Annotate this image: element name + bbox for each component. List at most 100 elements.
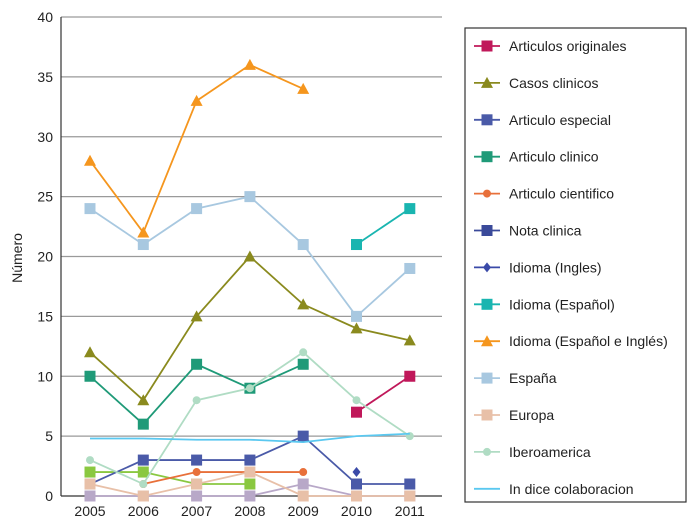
data-point <box>190 310 203 322</box>
y-tick-label: 20 <box>37 249 53 265</box>
legend-item-nota-clinica: Nota clinica <box>474 223 582 239</box>
legend-item-in-dice-colaboracion: In dice colaboracion <box>474 481 634 497</box>
data-point <box>351 239 362 251</box>
series-line <box>355 375 411 413</box>
legend-swatch-marker <box>481 76 493 88</box>
data-point <box>244 454 256 466</box>
y-tick-label: 0 <box>45 488 53 504</box>
y-tick-label: 40 <box>37 9 53 25</box>
legend-item-idioma-ingles: Idioma (Ingles) <box>474 259 602 275</box>
y-tick-label: 5 <box>45 428 53 444</box>
legend-swatch-marker <box>483 189 491 198</box>
x-tick-label: 2008 <box>234 503 265 519</box>
data-point <box>297 490 309 502</box>
series-idioma-espanol-e-ingles <box>84 58 310 238</box>
series-in-dice-colaboracion <box>90 432 410 444</box>
data-point <box>244 478 256 490</box>
y-tick-label: 35 <box>37 69 53 85</box>
data-point <box>352 467 361 478</box>
legend-swatch-marker <box>481 114 493 126</box>
legend-label: Idioma (Ingles) <box>509 259 602 275</box>
data-point <box>297 82 310 94</box>
data-point <box>244 466 256 478</box>
data-point <box>191 490 203 502</box>
data-point <box>244 490 256 502</box>
legend-label: Casos clinicos <box>509 75 598 91</box>
legend-swatch-marker <box>481 335 493 347</box>
legend-swatch-marker <box>483 447 491 456</box>
legend-swatch-marker <box>481 372 493 384</box>
data-point <box>404 370 416 382</box>
data-point <box>137 418 149 430</box>
y-tick-label: 25 <box>37 189 53 205</box>
x-tick-label: 2011 <box>395 503 425 519</box>
x-tick-label: 2009 <box>288 503 319 519</box>
data-point <box>299 348 308 357</box>
series-line <box>143 471 304 485</box>
series-line <box>90 432 410 444</box>
data-point <box>297 298 310 310</box>
data-point <box>297 478 309 490</box>
legend-item-articulos-originales: Articulos originales <box>474 38 627 54</box>
series-articulo-clinico <box>84 358 309 430</box>
data-point <box>137 239 149 251</box>
y-tick-label: 10 <box>37 368 53 384</box>
data-point <box>404 490 416 502</box>
data-point <box>243 250 256 262</box>
data-point <box>84 466 96 478</box>
legend-swatch-marker <box>483 262 491 273</box>
y-tick-label: 30 <box>37 129 53 145</box>
legend-item-casos-clinicos: Casos clinicos <box>474 75 598 91</box>
y-axis-label: Número <box>9 233 25 283</box>
data-point <box>84 478 96 490</box>
y-tick-label: 15 <box>37 308 53 324</box>
legend-item-articulo-especial: Articulo especial <box>474 112 611 128</box>
data-point <box>86 456 94 465</box>
data-point <box>84 490 96 502</box>
legend-label: Articulos originales <box>509 38 627 54</box>
legend-swatch-marker <box>481 40 493 52</box>
data-point <box>404 203 416 215</box>
data-point <box>84 154 96 166</box>
data-point <box>403 334 416 346</box>
data-point <box>137 490 149 502</box>
data-point <box>139 480 148 489</box>
legend-item-espana: España <box>474 370 557 386</box>
legend-swatch-marker <box>481 409 493 421</box>
legend-label: Articulo especial <box>509 112 611 128</box>
series-casos-clinicos <box>84 250 416 406</box>
data-point <box>137 226 150 238</box>
legend-item-articulo-clinico: Articulo clinico <box>474 149 599 165</box>
legend-swatch-marker <box>481 298 493 310</box>
data-point <box>192 396 201 405</box>
series-europa <box>84 466 416 502</box>
data-point <box>351 310 362 322</box>
data-point <box>137 466 149 478</box>
legend-item-europa: Europa <box>474 407 554 423</box>
series-layer <box>84 58 416 502</box>
data-point <box>243 58 256 70</box>
data-point <box>351 490 362 502</box>
legend-item-idioma-espanol-e-ingles: Idioma (Español e Inglés) <box>474 333 668 349</box>
legend-label: Nota clinica <box>509 223 582 239</box>
legend-label: España <box>509 370 557 386</box>
axes: 0 5 10 15 20 25 30 35 40 2005 2006 2007 2008 2009 2010… <box>37 9 442 519</box>
legend-label: Europa <box>509 407 554 423</box>
legend-label: Articulo cientifico <box>509 186 614 202</box>
data-point <box>352 396 361 405</box>
series-idioma-espanol <box>351 203 416 251</box>
data-point <box>84 370 96 382</box>
legend-box <box>464 27 687 503</box>
data-point <box>191 454 203 466</box>
legend-label: Idioma (Español) <box>509 296 615 312</box>
data-point <box>192 468 201 477</box>
data-point <box>244 191 256 203</box>
data-point <box>351 406 362 418</box>
data-point <box>191 358 203 370</box>
data-point <box>297 430 309 442</box>
series-line <box>355 207 411 246</box>
series-articulos-originales <box>351 370 416 418</box>
legend-item-idioma-espanol: Idioma (Español) <box>474 296 615 312</box>
data-point <box>404 478 416 490</box>
data-point <box>190 94 203 106</box>
